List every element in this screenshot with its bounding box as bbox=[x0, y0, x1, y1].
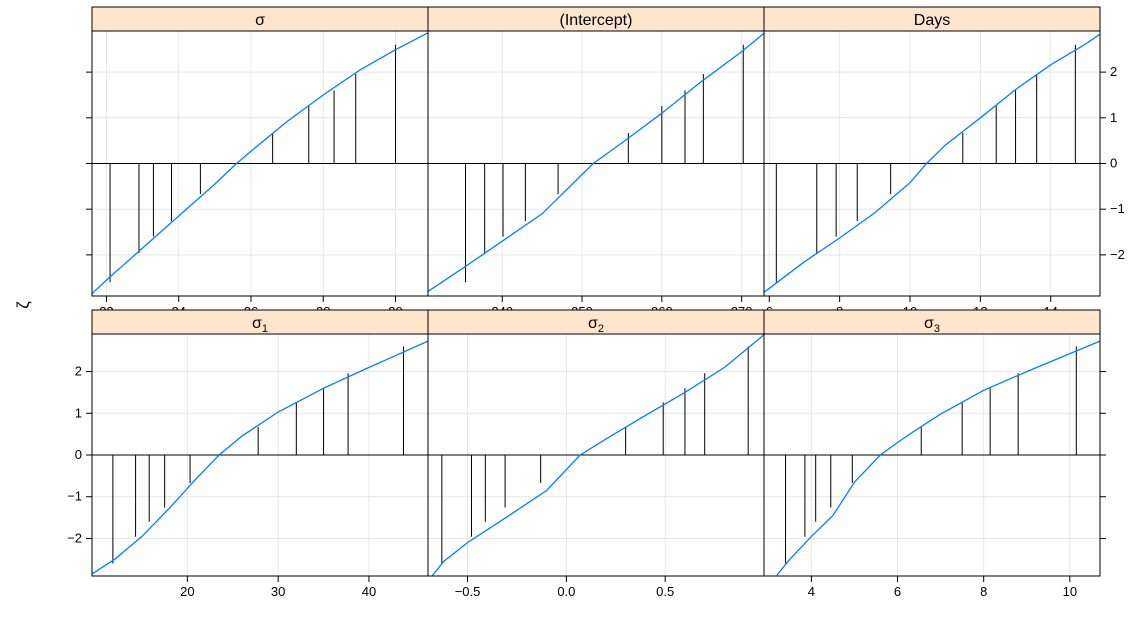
y-tick-label: −2 bbox=[67, 530, 82, 545]
profile-curve bbox=[91, 32, 429, 295]
y-tick-label: 0 bbox=[75, 447, 82, 462]
panel-strip bbox=[763, 6, 1101, 32]
panel-6: σ3 4 6 8 10 bbox=[763, 309, 1106, 599]
panel-1: σ2224262830 bbox=[86, 6, 429, 319]
profile-curve bbox=[776, 340, 1101, 576]
profile-curve bbox=[763, 33, 1101, 293]
x-tick-label: 40 bbox=[362, 584, 376, 599]
x-tick-label: −0.5 bbox=[455, 584, 481, 599]
y-tick-label: −1 bbox=[67, 489, 82, 504]
x-tick-label: 20 bbox=[180, 584, 194, 599]
x-tick-label: 0.0 bbox=[557, 584, 575, 599]
y-tick-label: 2 bbox=[75, 364, 82, 379]
x-tick-label: 4 bbox=[808, 584, 815, 599]
panel-strip bbox=[427, 6, 765, 32]
panel-title: σ3 bbox=[924, 315, 940, 335]
panel-title: σ2 bbox=[588, 315, 604, 335]
panel-2: (Intercept)240250260270 bbox=[427, 6, 765, 319]
y-axis-label: ζ bbox=[13, 301, 32, 309]
panel-title: σ bbox=[255, 12, 265, 29]
panel-5: σ2 −0.5 0.0 0.5 bbox=[427, 309, 765, 599]
profile-curve bbox=[431, 334, 765, 577]
profile-curve bbox=[91, 340, 429, 575]
y-tick-label: −1 bbox=[1110, 201, 1125, 216]
panel-strip bbox=[91, 309, 429, 335]
y-tick-label: 1 bbox=[75, 405, 82, 420]
panel-4: σ1 20 30 40 −2 −1 0 1 2 bbox=[67, 309, 429, 599]
x-tick-label: 6 bbox=[894, 584, 901, 599]
x-tick-label: 10 bbox=[1063, 584, 1077, 599]
y-tick-label: 1 bbox=[1110, 110, 1117, 125]
panel-title: (Intercept) bbox=[560, 12, 633, 29]
y-tick-label: −2 bbox=[1110, 247, 1125, 262]
x-tick-label: 0.5 bbox=[656, 584, 674, 599]
panel-title: Days bbox=[914, 12, 950, 29]
y-tick-label: 2 bbox=[1110, 64, 1117, 79]
panel-strip bbox=[427, 309, 765, 335]
x-tick-label: 8 bbox=[980, 584, 987, 599]
x-tick-label: 30 bbox=[271, 584, 285, 599]
profile-curve bbox=[427, 32, 765, 292]
y-tick-label: 0 bbox=[1110, 156, 1117, 171]
panel-title: σ1 bbox=[252, 315, 268, 335]
